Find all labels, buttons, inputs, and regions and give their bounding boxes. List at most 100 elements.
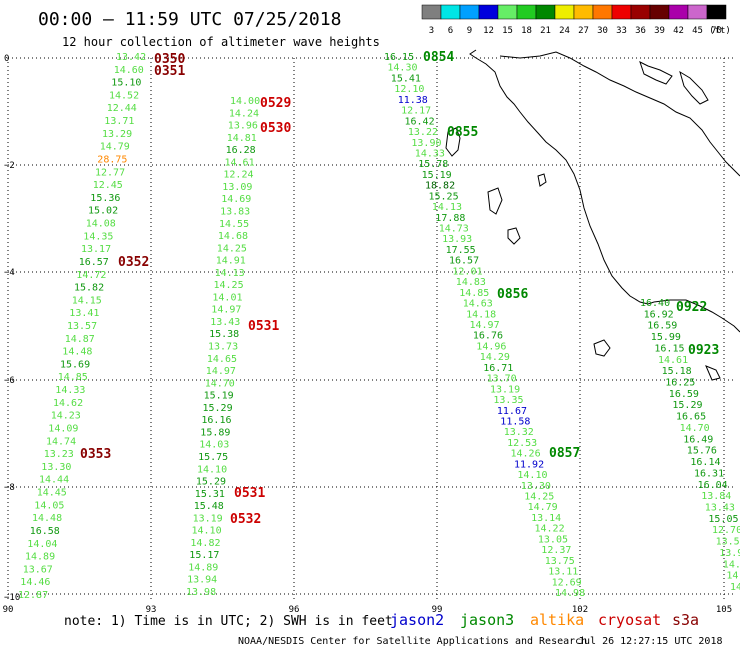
longitude-label: 102 [572, 605, 588, 615]
swh-value: 16.76 [473, 331, 503, 342]
swh-value: 15.19 [422, 170, 452, 181]
swh-value: 13.43 [705, 503, 735, 514]
swh-value: 13.98 [186, 587, 216, 598]
colorbar-unit: (ft) [709, 26, 731, 36]
swh-value: 13.94 [187, 575, 217, 586]
swh-value: 14.00 [230, 96, 260, 107]
colorbar-tick-label: 30 [597, 26, 608, 36]
swh-value: 15.99 [651, 332, 681, 343]
colorbar-swatch [478, 4, 499, 20]
swh-value: 12.24 [223, 170, 253, 181]
legend-s3a: s3a [672, 611, 699, 629]
swh-value: 14.23 [51, 411, 81, 422]
swh-value: 13.30 [41, 462, 71, 473]
pass-time-label: 0351 [154, 64, 185, 79]
swh-value: 15.82 [74, 283, 104, 294]
swh-value: 15.02 [88, 206, 118, 217]
colorbar-swatch [516, 4, 537, 20]
north-coast [469, 49, 740, 177]
swh-value: 14.25 [524, 492, 554, 503]
colorbar-tick-label: 33 [616, 26, 627, 36]
swh-value: 14.22 [535, 524, 565, 535]
enggano-island [593, 339, 611, 357]
java-coast [653, 299, 740, 333]
pass-time-label: 0353 [80, 447, 111, 462]
swh-value: 13.96 [228, 121, 258, 132]
swh-value: 15.89 [200, 427, 230, 438]
swh-value: 16.49 [683, 434, 713, 445]
swh-value: 13.09 [222, 182, 252, 193]
swh-value: 11.58 [500, 417, 530, 428]
colorbar-swatch [592, 4, 613, 20]
swh-value: 14.25 [214, 280, 244, 291]
swh-value: 17.88 [435, 213, 465, 224]
swh-value: 13.19 [490, 384, 520, 395]
legend-jason3: jason3 [460, 611, 514, 629]
colorbar-tick-label: 39 [654, 26, 665, 36]
pass-time-label: 0529 [260, 96, 291, 111]
swh-value: 14.33 [55, 385, 85, 396]
swh-value: 17.55 [446, 245, 476, 256]
swh-value: 16.04 [698, 480, 728, 491]
swh-value: 14.46 [20, 577, 50, 588]
swh-value: 14.15 [72, 295, 102, 306]
colorbar: 3 6 9 12 15 18 21 24 27 30 33 36 39 42 45 70(ft) [421, 4, 731, 36]
axis-labels: 90 93 96 99 102 105 0 −2 −4 −6 −8 −10 [3, 54, 733, 615]
latitude-label: −8 [4, 483, 15, 493]
swh-value: 14.89 [188, 563, 218, 574]
islet-east [705, 365, 721, 381]
swh-value: 13.35 [493, 395, 523, 406]
colorbar-tick-label: 70 [711, 26, 722, 36]
swh-value: 16.28 [226, 145, 256, 156]
map-subtitle: 12 hour collection of altimeter wave hei… [62, 35, 380, 49]
swh-value: 16.31 [694, 468, 724, 479]
swh-value: 15.29 [672, 400, 702, 411]
colorbar-swatch [440, 4, 461, 20]
colorbar-tick-label: 18 [521, 26, 532, 36]
legend-altika: altika [530, 611, 584, 629]
swh-value: 16.42 [405, 116, 435, 127]
swh-value: 15.69 [60, 359, 90, 370]
colorbar-tick-label: 24 [559, 26, 570, 36]
swh-value: 13.19 [193, 513, 223, 524]
swh-value: 11.38 [398, 95, 428, 106]
swh-value: 14.26 [511, 449, 541, 460]
pass-time-label: 0352 [118, 255, 149, 270]
swh-value: 13.17 [81, 244, 111, 255]
swh-value: 14.82 [190, 538, 220, 549]
swh-value: 14.24 [229, 108, 259, 119]
swh-value: 12.45 [93, 180, 123, 191]
swh-value: 16.16 [201, 415, 231, 426]
coastline [445, 49, 740, 381]
pass-time-label: 0531 [248, 319, 279, 334]
swh-value: 14.61 [658, 355, 688, 366]
swh-value: 13.71 [104, 116, 134, 127]
colorbar-tick-label: 3 [429, 26, 434, 36]
colorbar-swatch [497, 4, 518, 20]
swh-value: 14.60 [114, 65, 144, 76]
lat-lon-grid [7, 57, 734, 600]
swh-value: 14.74 [46, 436, 76, 447]
swh-value: 15.36 [90, 193, 120, 204]
swh-value: 14.45 [37, 488, 67, 499]
colorbar-tick-label: 6 [448, 26, 453, 36]
swh-value: 16.15 [654, 343, 684, 354]
swh-value: 16.40 [640, 298, 670, 309]
swh-value: 16.58 [30, 526, 60, 537]
swh-value: 12.87 [18, 590, 48, 601]
pass-time-label: 0854 [423, 50, 454, 65]
swh-value: 16.92 [644, 309, 674, 320]
swh-value: 15.18 [662, 366, 692, 377]
longitude-label: 105 [716, 605, 732, 615]
colorbar-swatch [668, 4, 689, 20]
swh-value: 14.69 [221, 194, 251, 205]
swh-value: 14.97 [470, 320, 500, 331]
swh-value: 16.59 [669, 389, 699, 400]
swh-value: 13.73 [208, 342, 238, 353]
swh-value: 15.19 [204, 391, 234, 402]
swh-value: 14.68 [218, 231, 248, 242]
latitude-label: 0 [4, 54, 9, 64]
colorbar-swatch [630, 4, 651, 20]
